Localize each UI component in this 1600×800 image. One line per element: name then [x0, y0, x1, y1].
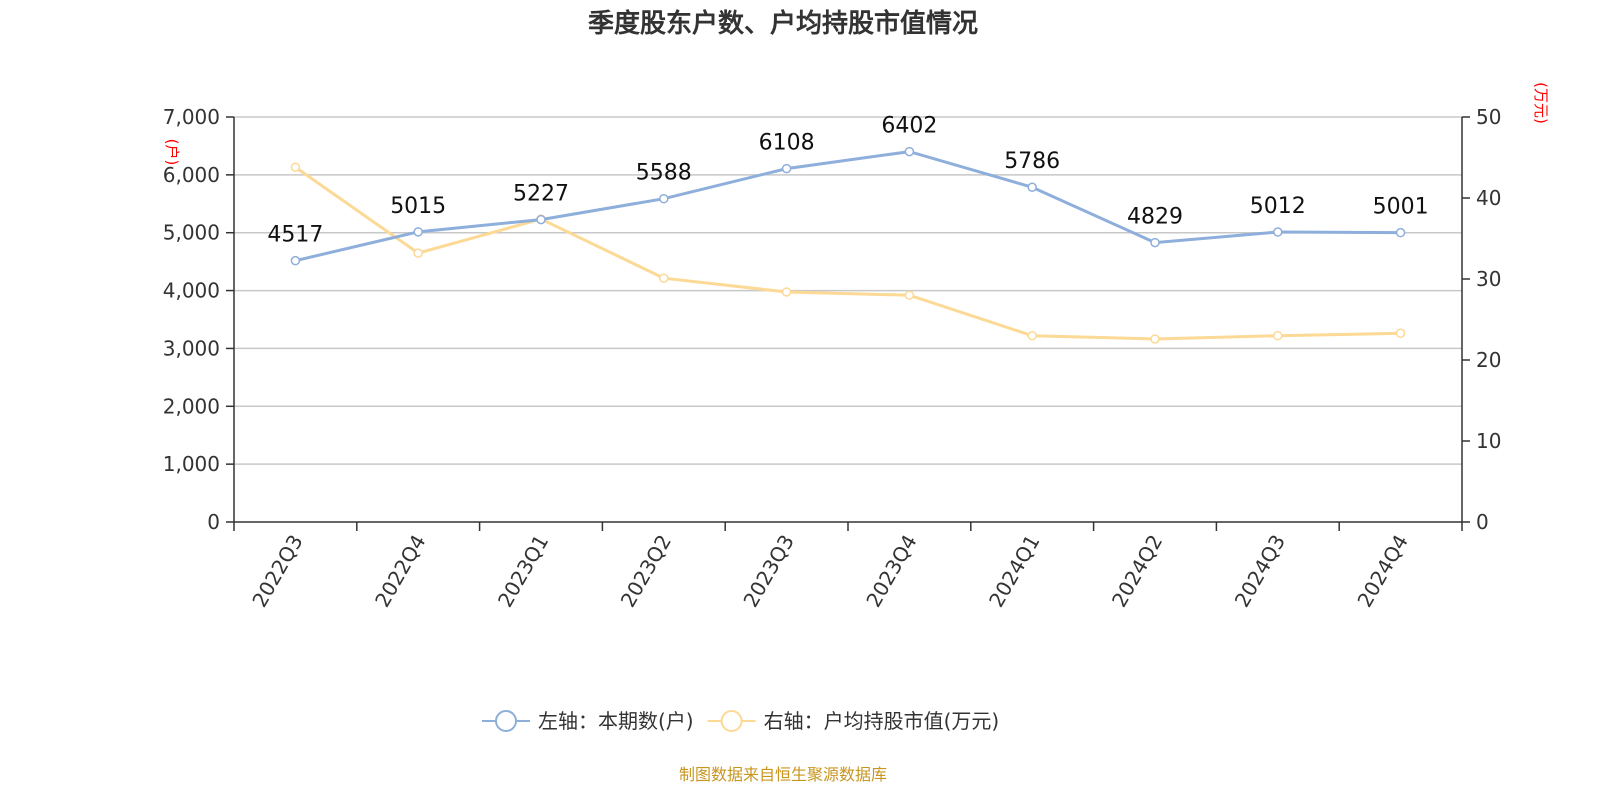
legend-item[interactable]: 左轴：本期数(户) [482, 709, 694, 733]
x-axis-tick-label: 2024Q2 [1107, 531, 1167, 612]
data-point [659, 273, 669, 283]
series: 4517 5015 5227 5588 6108 6402 5786 4829 5012 5001 [267, 114, 1429, 344]
data-point [1027, 330, 1037, 341]
left-axis-tick-label: 0 [207, 510, 220, 534]
data-label: 5786 [1004, 149, 1060, 174]
data-point [904, 290, 915, 300]
x-axis-tick-label: 2023Q1 [493, 531, 553, 612]
x-axis-tick-label: 2023Q4 [861, 531, 921, 612]
chart-title: 季度股东户数、户均持股市值情况 [588, 8, 978, 39]
data-point [659, 193, 669, 204]
data-point [781, 287, 792, 297]
axes: 0 1,000 2,000 3,000 4,000 5,000 6,000 7,000 0 10 2… [163, 105, 1502, 611]
left-axis-tick-label: 7,000 [163, 105, 220, 129]
data-label: 5001 [1373, 195, 1429, 220]
right-axis-tick-label: 50 [1476, 105, 1501, 129]
data-point [1395, 328, 1406, 339]
legend[interactable]: 左轴：本期数(户) 右轴：户均持股市值(万元) [482, 709, 999, 733]
x-axis-tick-label: 2023Q3 [738, 531, 798, 612]
data-point [1273, 330, 1283, 341]
data-label: 5227 [513, 182, 569, 207]
grid [234, 116, 1462, 465]
source-note: 制图数据来自恒生聚源数据库 [679, 765, 887, 784]
legend-item[interactable]: 右轴：户均持股市值(万元) [707, 709, 1000, 733]
x-axis-tick-label: 2024Q1 [984, 531, 1044, 612]
data-label: 6402 [881, 114, 937, 139]
legend-circle-icon [720, 710, 743, 732]
data-label: 6108 [759, 131, 815, 156]
x-axis-tick-label: 2022Q4 [370, 531, 430, 612]
data-point [1150, 237, 1160, 248]
x-axis-tick-label: 2023Q2 [616, 531, 676, 612]
data-point [904, 146, 915, 157]
legend-circle-icon [495, 710, 517, 732]
legend-label: 左轴：本期数(户) [538, 709, 694, 733]
data-point [290, 162, 301, 172]
left-axis-unit: (户) [163, 139, 181, 166]
series-line [295, 150, 1401, 263]
data-point [290, 255, 301, 266]
data-point [1273, 227, 1283, 237]
left-axis-tick-label: 5,000 [163, 221, 220, 245]
data-point [536, 214, 546, 225]
data-label: 5012 [1250, 194, 1306, 219]
x-axis-tick-label: 2024Q4 [1352, 531, 1412, 612]
right-axis-tick-label: 10 [1476, 429, 1501, 453]
series-line [294, 165, 1401, 341]
data-label: 4829 [1127, 205, 1183, 230]
data-point [1150, 334, 1160, 344]
right-axis-tick-label: 40 [1476, 186, 1501, 210]
data-point [413, 248, 423, 258]
data-label: 5015 [390, 194, 446, 219]
right-axis-unit: (万元) [1532, 82, 1550, 124]
left-axis-tick-label: 3,000 [163, 336, 220, 360]
left-axis-tick-label: 1,000 [163, 452, 220, 476]
legend-label: 右轴：户均持股市值(万元) [764, 709, 1000, 733]
x-axis-tick-label: 2022Q3 [247, 531, 307, 612]
data-point [781, 163, 792, 174]
left-axis-tick-label: 2,000 [163, 394, 220, 418]
x-axis-tick-label: 2024Q3 [1230, 531, 1290, 612]
right-axis-tick-label: 30 [1476, 267, 1501, 291]
data-point [1027, 182, 1037, 192]
left-axis-tick-label: 4,000 [163, 279, 220, 303]
right-axis-tick-label: 0 [1476, 510, 1489, 534]
data-label: 5588 [636, 161, 692, 186]
data-point [1395, 227, 1406, 238]
data-point [413, 227, 423, 237]
right-axis-tick-label: 20 [1476, 348, 1501, 372]
left-axis-tick-label: 6,000 [163, 163, 220, 187]
data-label: 4517 [267, 223, 323, 248]
